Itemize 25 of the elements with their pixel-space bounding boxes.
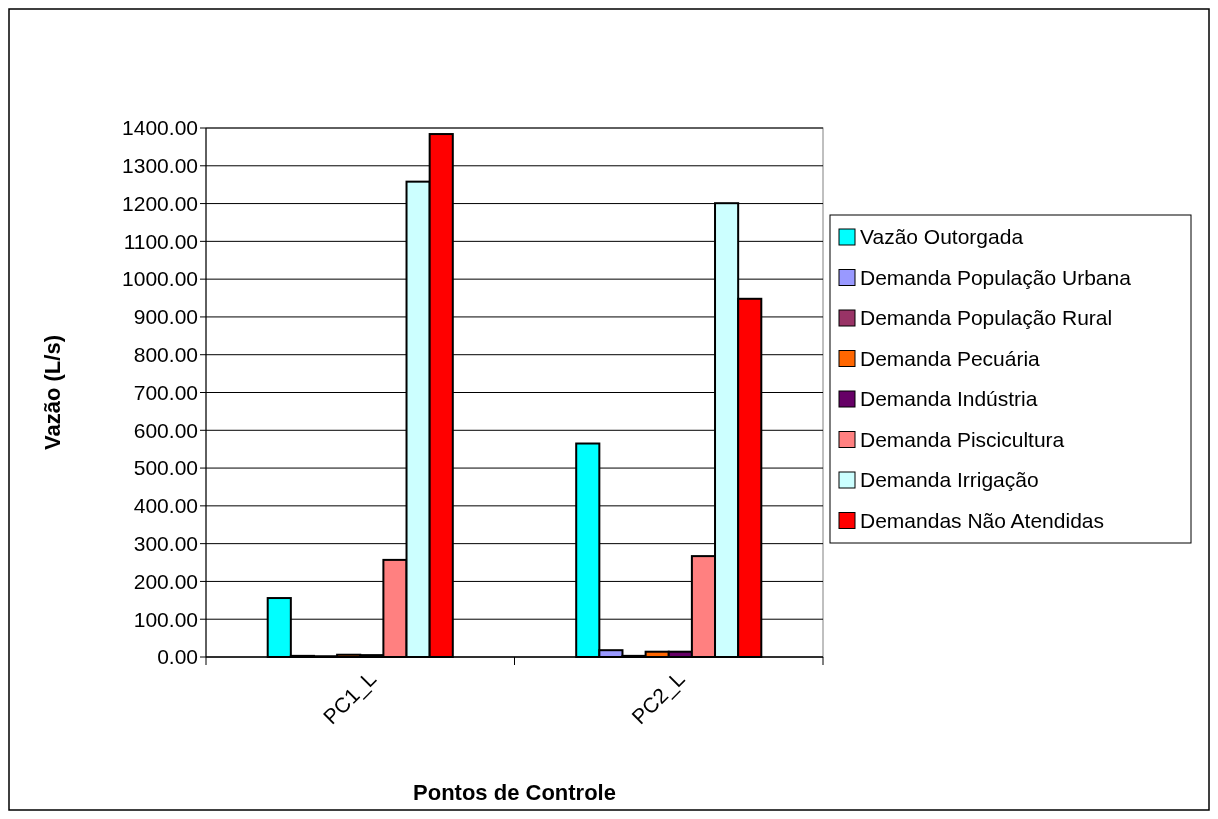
legend-label: Demanda Piscicultura xyxy=(860,427,1065,451)
legend-label: Demanda Irrigação xyxy=(860,468,1039,492)
y-axis-title: Vazão (L/s) xyxy=(40,335,65,450)
y-tick-label: 1300.00 xyxy=(122,154,198,178)
y-tick-label: 800.00 xyxy=(133,343,198,367)
legend-label: Demanda População Urbana xyxy=(860,265,1132,289)
legend-label: Demanda População Rural xyxy=(860,306,1113,330)
y-tick-label: 0.00 xyxy=(157,645,198,669)
y-tick-label: 500.00 xyxy=(133,456,198,480)
y-tick-label: 1100.00 xyxy=(123,229,198,253)
y-tick-label: 100.00 xyxy=(133,607,198,631)
y-tick-label: 700.00 xyxy=(133,380,198,404)
legend-label: Demandas Não Atendidas xyxy=(860,508,1104,532)
legend-label: Demanda Pecuária xyxy=(860,346,1041,370)
legend-label: Vazão Outorgada xyxy=(860,225,1024,249)
x-axis-title: Pontos de Controle xyxy=(413,780,616,805)
y-tick-label: 400.00 xyxy=(133,494,198,518)
y-tick-label: 200.00 xyxy=(133,569,198,593)
y-tick-label: 600.00 xyxy=(133,418,198,442)
y-tick-label: 1200.00 xyxy=(122,191,198,215)
y-tick-label: 1000.00 xyxy=(122,267,198,291)
y-tick-label: 1400.00 xyxy=(122,116,198,140)
legend-label: Demanda Indústria xyxy=(860,387,1038,411)
y-tick-label: 900.00 xyxy=(133,305,198,329)
y-tick-label: 300.00 xyxy=(133,531,198,555)
